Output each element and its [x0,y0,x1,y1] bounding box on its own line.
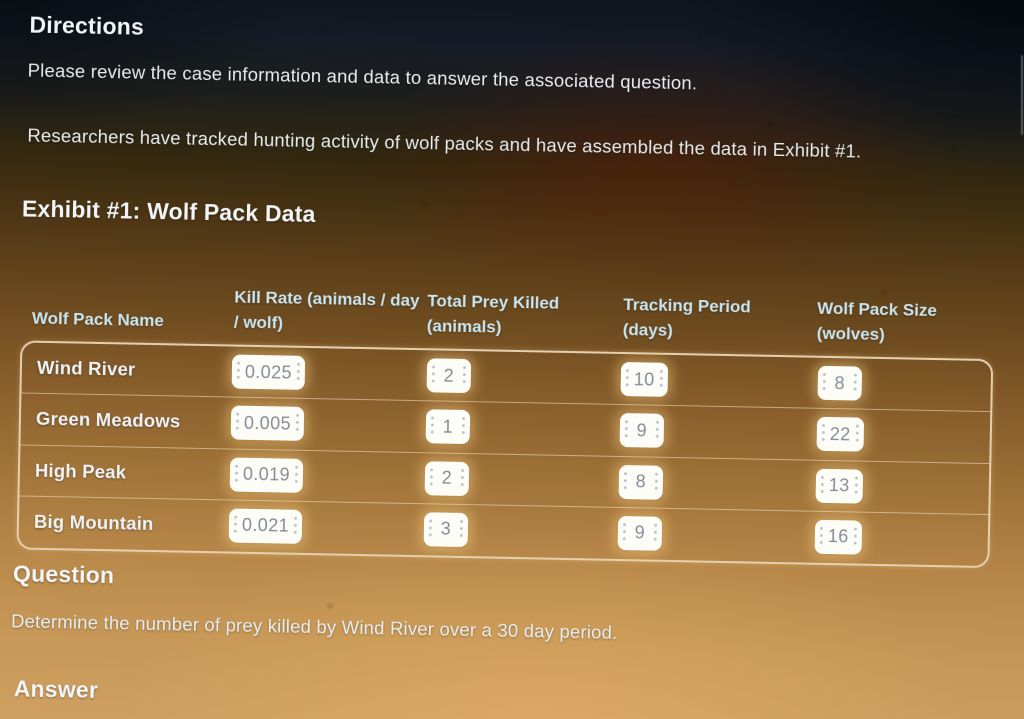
column-header-tracking-period: Tracking Period (days) [622,295,751,340]
wolf-pack-table: Wind River 0.025 2 10 [16,340,994,569]
pack-size-chip[interactable]: 22 [816,417,864,453]
chip-value: 2 [443,365,455,386]
drag-dots-icon [236,361,241,382]
table-header-row: Wolf Pack Name Kill Rate (animals / day … [32,259,993,349]
drag-dots-icon [235,412,240,434]
total-prey-chip[interactable]: 1 [425,409,471,445]
pack-size-chip[interactable]: 8 [817,365,863,401]
tracking-period-chip[interactable]: 8 [618,464,664,500]
screen-edge-glare [1021,55,1023,135]
chip-value: 8 [635,471,647,492]
kill-rate-chip[interactable]: 0.021 [228,508,303,544]
drag-dots-icon [625,369,630,390]
drag-dots-icon [855,424,859,445]
drag-dots-icon [655,421,660,442]
question-heading: Question [12,560,115,589]
chip-value: 3 [440,518,452,540]
directions-heading: Directions [29,11,145,40]
column-header-total-prey: Total Prey Killed (animals) [426,291,560,337]
drag-dots-icon [853,527,857,548]
question-text: Determine the number of prey killed by W… [10,610,618,643]
total-prey-chip[interactable]: 2 [426,358,472,394]
chip-value: 0.025 [244,361,293,383]
drag-dots-icon [622,522,627,543]
drag-dots-icon [233,515,238,536]
drag-dots-icon [854,476,858,497]
chip-value: 13 [828,475,850,496]
drag-dots-icon [294,465,299,486]
drag-dots-icon [460,468,465,489]
chip-value: 0.021 [241,515,290,537]
pack-size-chip[interactable]: 16 [814,519,862,555]
drag-dots-icon [623,471,628,492]
chip-value: 2 [441,467,453,488]
pack-name-label: Big Mountain [33,510,154,534]
chip-value: 22 [829,423,851,445]
chip-value: 8 [834,372,846,393]
drag-dots-icon [654,472,659,493]
drag-dots-icon [624,420,629,441]
drag-dots-icon [295,414,300,435]
chip-value: 0.019 [242,463,291,485]
kill-rate-chip[interactable]: 0.019 [229,457,304,493]
drag-dots-icon [820,475,825,496]
pack-name-label: Green Meadows [35,408,181,432]
chip-value: 9 [636,420,648,441]
tracking-period-chip[interactable]: 10 [620,362,668,398]
drag-dots-icon [429,467,434,489]
drag-dots-icon [293,516,298,537]
chip-value: 10 [633,368,655,390]
drag-dots-icon [430,416,435,437]
chip-value: 0.005 [243,412,292,434]
kill-rate-chip[interactable]: 0.005 [230,405,305,442]
drag-dots-icon [459,519,464,540]
chip-value: 9 [634,522,646,543]
directions-paragraph: Please review the case information and d… [27,59,698,94]
pack-name-label: High Peak [34,459,127,483]
exhibit-heading: Exhibit #1: Wolf Pack Data [21,195,316,228]
column-header-pack-size: Wolf Pack Size (wolves) [816,298,938,345]
answer-heading: Answer [13,675,99,704]
column-header-kill-rate: Kill Rate (animals / day / wolf) [233,287,420,333]
drag-dots-icon [428,519,433,540]
drag-dots-icon [234,464,239,485]
drag-dots-icon [462,366,467,387]
drag-dots-icon [296,362,301,383]
drag-dots-icon [653,523,658,544]
total-prey-chip[interactable]: 3 [423,512,469,547]
drag-dots-icon [821,424,826,445]
drag-dots-icon [822,372,826,394]
drag-dots-icon [431,365,436,386]
drag-dots-icon [853,373,857,394]
drag-dots-icon [461,417,466,438]
drag-dots-icon [659,369,663,390]
tracking-period-chip[interactable]: 9 [619,413,665,449]
total-prey-chip[interactable]: 2 [424,460,470,496]
tracking-period-chip[interactable]: 9 [617,515,663,551]
case-info-paragraph: Researchers have tracked hunting activit… [27,124,862,162]
chip-value: 1 [442,416,454,437]
drag-dots-icon [819,526,824,547]
pack-name-label: Wind River [36,356,136,380]
column-header-pack-name: Wolf Pack Name [31,308,165,331]
chip-value: 16 [827,526,849,547]
kill-rate-chip[interactable]: 0.025 [231,354,306,391]
pack-size-chip[interactable]: 13 [815,468,863,504]
